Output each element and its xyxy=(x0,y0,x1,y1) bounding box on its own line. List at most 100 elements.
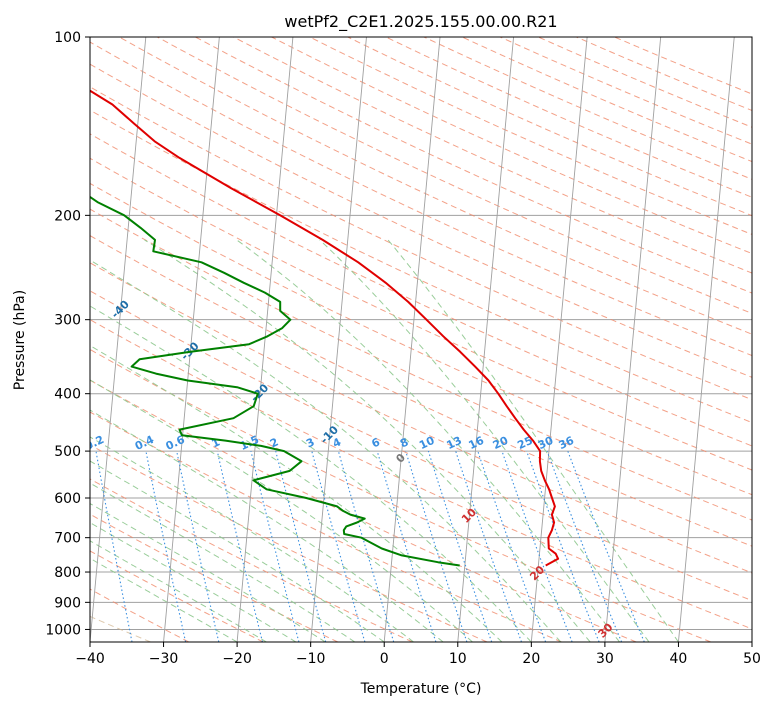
mixing-ratio-line xyxy=(95,451,133,642)
moist-adiabat-line xyxy=(90,259,562,642)
mixing-ratio-lines xyxy=(95,450,645,642)
dry-adiabat-line xyxy=(90,109,752,424)
dry-adiabat-line xyxy=(309,37,752,235)
x-axis-label: Temperature (°C) xyxy=(360,681,482,697)
mixing-ratio-line xyxy=(216,450,264,642)
moist-adiabat-line xyxy=(90,344,503,642)
mixing-ratio-line xyxy=(275,450,327,642)
x-tick-label: 20 xyxy=(522,651,540,667)
moist-adiabat-line xyxy=(90,522,297,642)
isotherm-line xyxy=(236,37,294,642)
dry-adiabat-line xyxy=(90,133,752,447)
moist-adiabat-line xyxy=(90,436,414,642)
dry-adiabat-line xyxy=(90,182,752,496)
moist-adiabat-line xyxy=(387,239,679,642)
dry-adiabat-line xyxy=(90,379,637,642)
y-axis-ticks: 100 200 300 400 500 600 700 800 900 1000 xyxy=(45,30,90,638)
x-tick-label: −30 xyxy=(149,651,179,667)
dry-adiabat-line xyxy=(90,513,339,642)
mixing-ratio-line xyxy=(337,450,395,642)
y-axis-label: Pressure (hPa) xyxy=(12,290,28,390)
mixing-ratio-label: 36 xyxy=(557,434,577,452)
isotherm-line xyxy=(604,37,662,642)
isotherm-line xyxy=(457,37,515,642)
x-tick-label: −10 xyxy=(296,651,326,667)
mixing-ratio-line xyxy=(405,450,468,642)
moist-adiabat-line xyxy=(236,239,620,642)
x-tick-label: 40 xyxy=(670,651,688,667)
mixing-ratio-line xyxy=(477,450,547,642)
y-tick-label: 200 xyxy=(54,208,81,224)
dry-adiabat-line xyxy=(233,37,752,274)
moist-adiabat-line xyxy=(90,502,326,642)
y-tick-label: 1000 xyxy=(45,622,81,638)
isotherm-line xyxy=(310,37,367,642)
mixing-ratio-line xyxy=(376,450,437,642)
isotherm-line xyxy=(677,37,735,642)
mixing-ratio-label: 20 xyxy=(491,434,511,452)
plot-area: -100-90-80-70-60-50-40-30-20-10010203040… xyxy=(90,37,752,642)
temperature-profile-line xyxy=(90,89,560,567)
mixing-ratio-line xyxy=(311,450,366,642)
chart-title: wetPf2_C2E1.2025.155.00.00.R21 xyxy=(284,12,557,32)
dry-adiabat-line xyxy=(461,37,752,163)
dry-adiabat-line xyxy=(90,86,752,401)
isotherm-grid xyxy=(90,37,752,642)
x-axis-ticks: −40 −30 −20 −10 0 10 20 30 40 50 xyxy=(75,642,761,667)
x-tick-label: 30 xyxy=(596,651,614,667)
dry-adiabat-line xyxy=(90,262,752,574)
x-tick-label: 0 xyxy=(380,651,389,667)
y-tick-label: 500 xyxy=(54,444,81,460)
moist-adiabat-line xyxy=(90,557,238,642)
mixing-ratio-label: 13 xyxy=(445,434,464,452)
mixing-ratio-line xyxy=(145,450,187,642)
y-tick-label: 100 xyxy=(54,30,81,46)
plot-frame xyxy=(89,36,753,643)
y-tick-label: 400 xyxy=(54,387,81,403)
sounding-series xyxy=(90,89,560,567)
x-tick-label: 50 xyxy=(743,651,761,667)
isotherm-line xyxy=(163,37,220,642)
dry-adiabat-line xyxy=(90,63,752,378)
dry-adiabats xyxy=(90,37,752,642)
dry-adiabat-line xyxy=(90,290,752,602)
isotherm-line xyxy=(530,37,588,642)
dewpoint-profile-line xyxy=(90,195,460,567)
y-tick-label: 900 xyxy=(54,595,81,611)
moist-adiabat-line xyxy=(90,460,385,642)
y-tick-label: 300 xyxy=(54,313,81,329)
y-tick-label: 800 xyxy=(54,565,81,581)
dry-adiabat-line xyxy=(90,319,752,630)
moist-adiabat-line xyxy=(90,379,473,642)
dry-adiabat-line xyxy=(90,235,752,547)
dry-adiabat-line xyxy=(90,41,752,357)
isotherm-line xyxy=(383,37,441,642)
isobar-grid xyxy=(90,37,752,630)
x-tick-label: −40 xyxy=(75,651,105,667)
dry-adiabat-line xyxy=(385,37,752,198)
mixing-ratio-label: 10 xyxy=(417,434,437,452)
mixing-ratio-line xyxy=(176,450,220,642)
mixing-ratio-label: 30 xyxy=(536,434,556,452)
mixing-ratio-line xyxy=(455,450,523,642)
mixing-ratio-label: 16 xyxy=(467,434,487,452)
dry-adiabat-line xyxy=(499,37,752,145)
y-tick-label: 600 xyxy=(54,491,81,507)
moist-adiabat-line xyxy=(144,239,591,642)
dry-adiabat-line xyxy=(423,37,752,180)
x-tick-label: 10 xyxy=(449,651,467,667)
dry-adiabat-line xyxy=(195,37,752,294)
y-tick-label: 700 xyxy=(54,531,81,547)
moist-adiabat-line xyxy=(90,540,267,642)
moist-adiabat-line xyxy=(90,409,444,642)
dry-adiabat-line xyxy=(347,37,752,217)
dry-adiabat-line xyxy=(157,37,752,314)
dry-adiabat-line xyxy=(118,37,752,335)
dry-adiabat-line xyxy=(271,37,752,255)
mixing-ratio-line xyxy=(427,450,493,642)
dry-adiabat-line xyxy=(90,411,562,642)
moist-adiabat-line xyxy=(90,305,532,642)
x-tick-label: −20 xyxy=(222,651,252,667)
isotherm-line xyxy=(90,37,147,642)
